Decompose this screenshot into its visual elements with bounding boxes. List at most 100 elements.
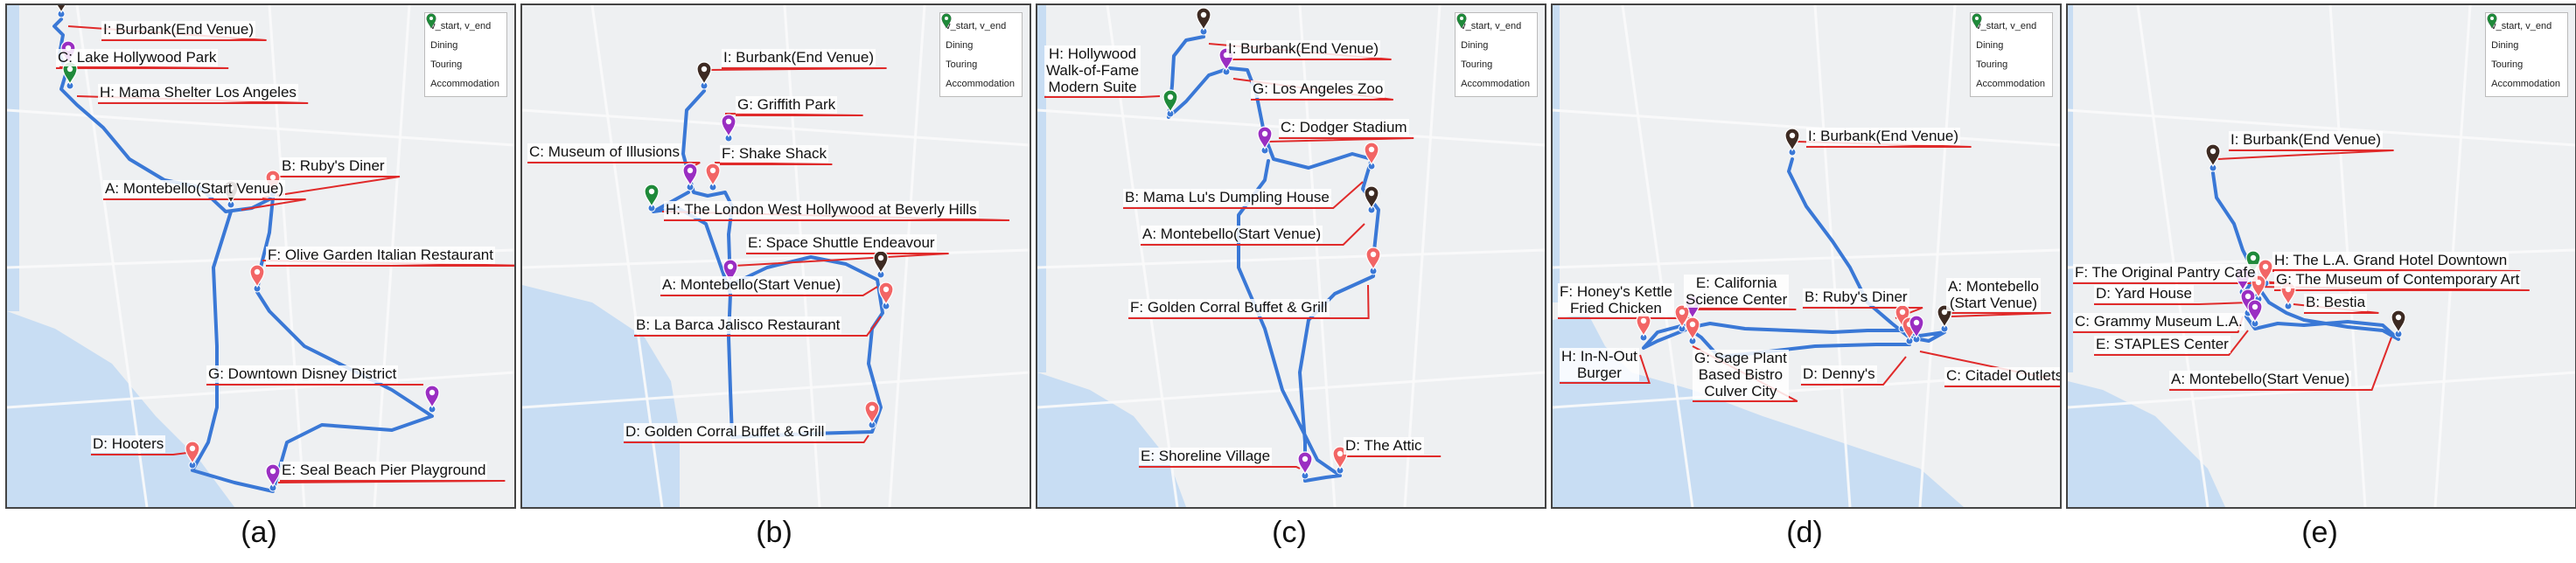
map-pin-icon[interactable] (696, 61, 712, 86)
legend-item-touring: Touring (941, 13, 1015, 74)
road (1403, 5, 1442, 507)
stop-label: C: Citadel Outlets (1944, 367, 2060, 385)
map-pin-icon[interactable] (705, 163, 721, 187)
stop-label: E: Shoreline Village (1139, 448, 1273, 465)
leader-line (1139, 466, 1301, 469)
leader-line (1560, 354, 1651, 384)
map-pin-hole (1200, 11, 1207, 18)
legend-label: Touring (2491, 59, 2524, 70)
map-pin-hole (2251, 303, 2258, 310)
panel-caption: (b) (756, 516, 792, 549)
map-legend: v_start, v_end Dining Touring Accommodation (2485, 12, 2568, 97)
legend-label: Dining (946, 40, 974, 51)
road (1037, 248, 1545, 269)
stop-label: D: Golden Corral Buffet & Grill (624, 423, 827, 441)
map-pin-hole (1913, 319, 1920, 326)
leader-line (1801, 356, 1907, 386)
map-pin-icon[interactable] (1365, 247, 1381, 271)
map-pin-icon[interactable] (2247, 299, 2263, 323)
map-pin-icon[interactable] (1674, 304, 1690, 329)
stop-label: B: Bestia (2304, 294, 2368, 311)
map-pin-icon[interactable] (1196, 7, 1211, 31)
map-pin-icon[interactable] (249, 264, 265, 288)
map-pin-icon[interactable] (2258, 259, 2273, 283)
stop-label: E: Space Shuttle Endeavour (746, 234, 937, 252)
road (1553, 248, 2060, 269)
map-pin-hole (1368, 190, 1375, 197)
map-pin-icon[interactable] (723, 259, 738, 283)
map-pin-hole (1370, 251, 1377, 258)
map-pin-icon[interactable] (54, 5, 68, 14)
map-legend: v_start, v_end Dining Touring Accommodation (939, 12, 1023, 97)
stop-label: B: Ruby's Diner (1803, 288, 1909, 306)
stop-label: C: Museum of Illusions (527, 143, 681, 161)
legend-label: v_start, v_end (430, 21, 492, 31)
legend-item-dining: Dining (1972, 13, 2045, 55)
map-pin-icon[interactable] (1784, 128, 1800, 152)
leader-line (1267, 137, 1414, 142)
stop-label: G: Downtown Disney District (206, 365, 399, 383)
map-pin-icon[interactable] (878, 282, 894, 306)
map-pin-icon[interactable] (1364, 185, 1379, 210)
map-panel: I: Burbank(End Venue) C: Lake Hollywood P… (5, 3, 516, 509)
stop-label: F: The Original Pantry Cafe (2073, 264, 2258, 282)
map-pin-icon[interactable] (864, 400, 880, 425)
map-pin-icon[interactable] (2391, 309, 2406, 334)
road (522, 371, 1030, 409)
map-pin-hole (877, 254, 884, 261)
map-pin-icon[interactable] (1162, 89, 1178, 114)
map-pin-icon[interactable] (721, 114, 736, 138)
leader-line (1919, 351, 2060, 387)
legend-item-start-end: v_start, v_end (1456, 13, 1530, 36)
map-pin-hole (1302, 455, 1309, 462)
map-pin-icon[interactable] (682, 163, 698, 187)
road (2136, 5, 2209, 507)
map-pin-hole (2395, 314, 2402, 321)
map-pin-hole (66, 66, 73, 73)
map-pin-icon (941, 13, 952, 29)
leader-line (2094, 330, 2249, 356)
map-pin-icon[interactable] (265, 463, 281, 488)
stop-label: B: La Barca Jalisco Restaurant (634, 316, 842, 334)
stop-label: F: Shake Shack (720, 145, 829, 163)
stop-label: B: Mama Lu's Dumpling House (1123, 189, 1331, 206)
road (75, 5, 149, 507)
stop-label: H: Mama Shelter Los Angeles (98, 84, 298, 101)
stop-label: D: Yard House (2094, 285, 2194, 302)
map-pin-hole (2209, 148, 2216, 155)
panel-caption: (c) (1272, 516, 1307, 549)
map-pin-hole (701, 66, 708, 73)
legend-label: Dining (1976, 40, 2004, 51)
leader-line (707, 67, 887, 71)
map-pin-icon[interactable] (1297, 451, 1313, 476)
legend-item-touring: Touring (1972, 13, 2045, 74)
stop-label: C: Lake Hollywood Park (56, 49, 219, 66)
legend-label: Touring (1461, 59, 1493, 70)
map-panel: I: Burbank(End Venue) G: Griffith Park C: … (520, 3, 1031, 509)
leader-line (1128, 284, 1370, 319)
map-pin-hole (869, 405, 876, 412)
stop-label: C: Dodger Stadium (1279, 119, 1409, 136)
map-legend: v_start, v_end Dining Touring Accommodation (1970, 12, 2053, 97)
stop-label: A: Montebello(Start Venue) (660, 276, 843, 294)
map-pin-icon[interactable] (644, 184, 660, 208)
map-pin-icon[interactable] (424, 385, 440, 409)
map-pin-hole (189, 445, 196, 452)
legend-item-dining: Dining (941, 13, 1015, 55)
ocean-area (7, 5, 19, 311)
road (1813, 5, 1852, 507)
map-pin-hole (1689, 321, 1696, 328)
stop-label: H: Hollywood Walk-of-Fame Modern Suite (1044, 45, 1141, 95)
map-pin-icon[interactable] (1364, 142, 1379, 166)
stop-label: D: Hooters (91, 435, 166, 453)
ocean-area (7, 311, 234, 507)
map-pin-icon[interactable] (2205, 143, 2221, 168)
map-pin-icon (1972, 13, 1982, 29)
map-pin-icon[interactable] (1685, 316, 1700, 341)
leader-line (724, 113, 863, 116)
map-pin-icon[interactable] (1909, 315, 1924, 339)
map-pin-icon[interactable] (1257, 126, 1273, 150)
map-pin-hole (269, 174, 276, 181)
map-pin-hole (254, 268, 261, 275)
map-pin-icon[interactable] (185, 441, 200, 465)
